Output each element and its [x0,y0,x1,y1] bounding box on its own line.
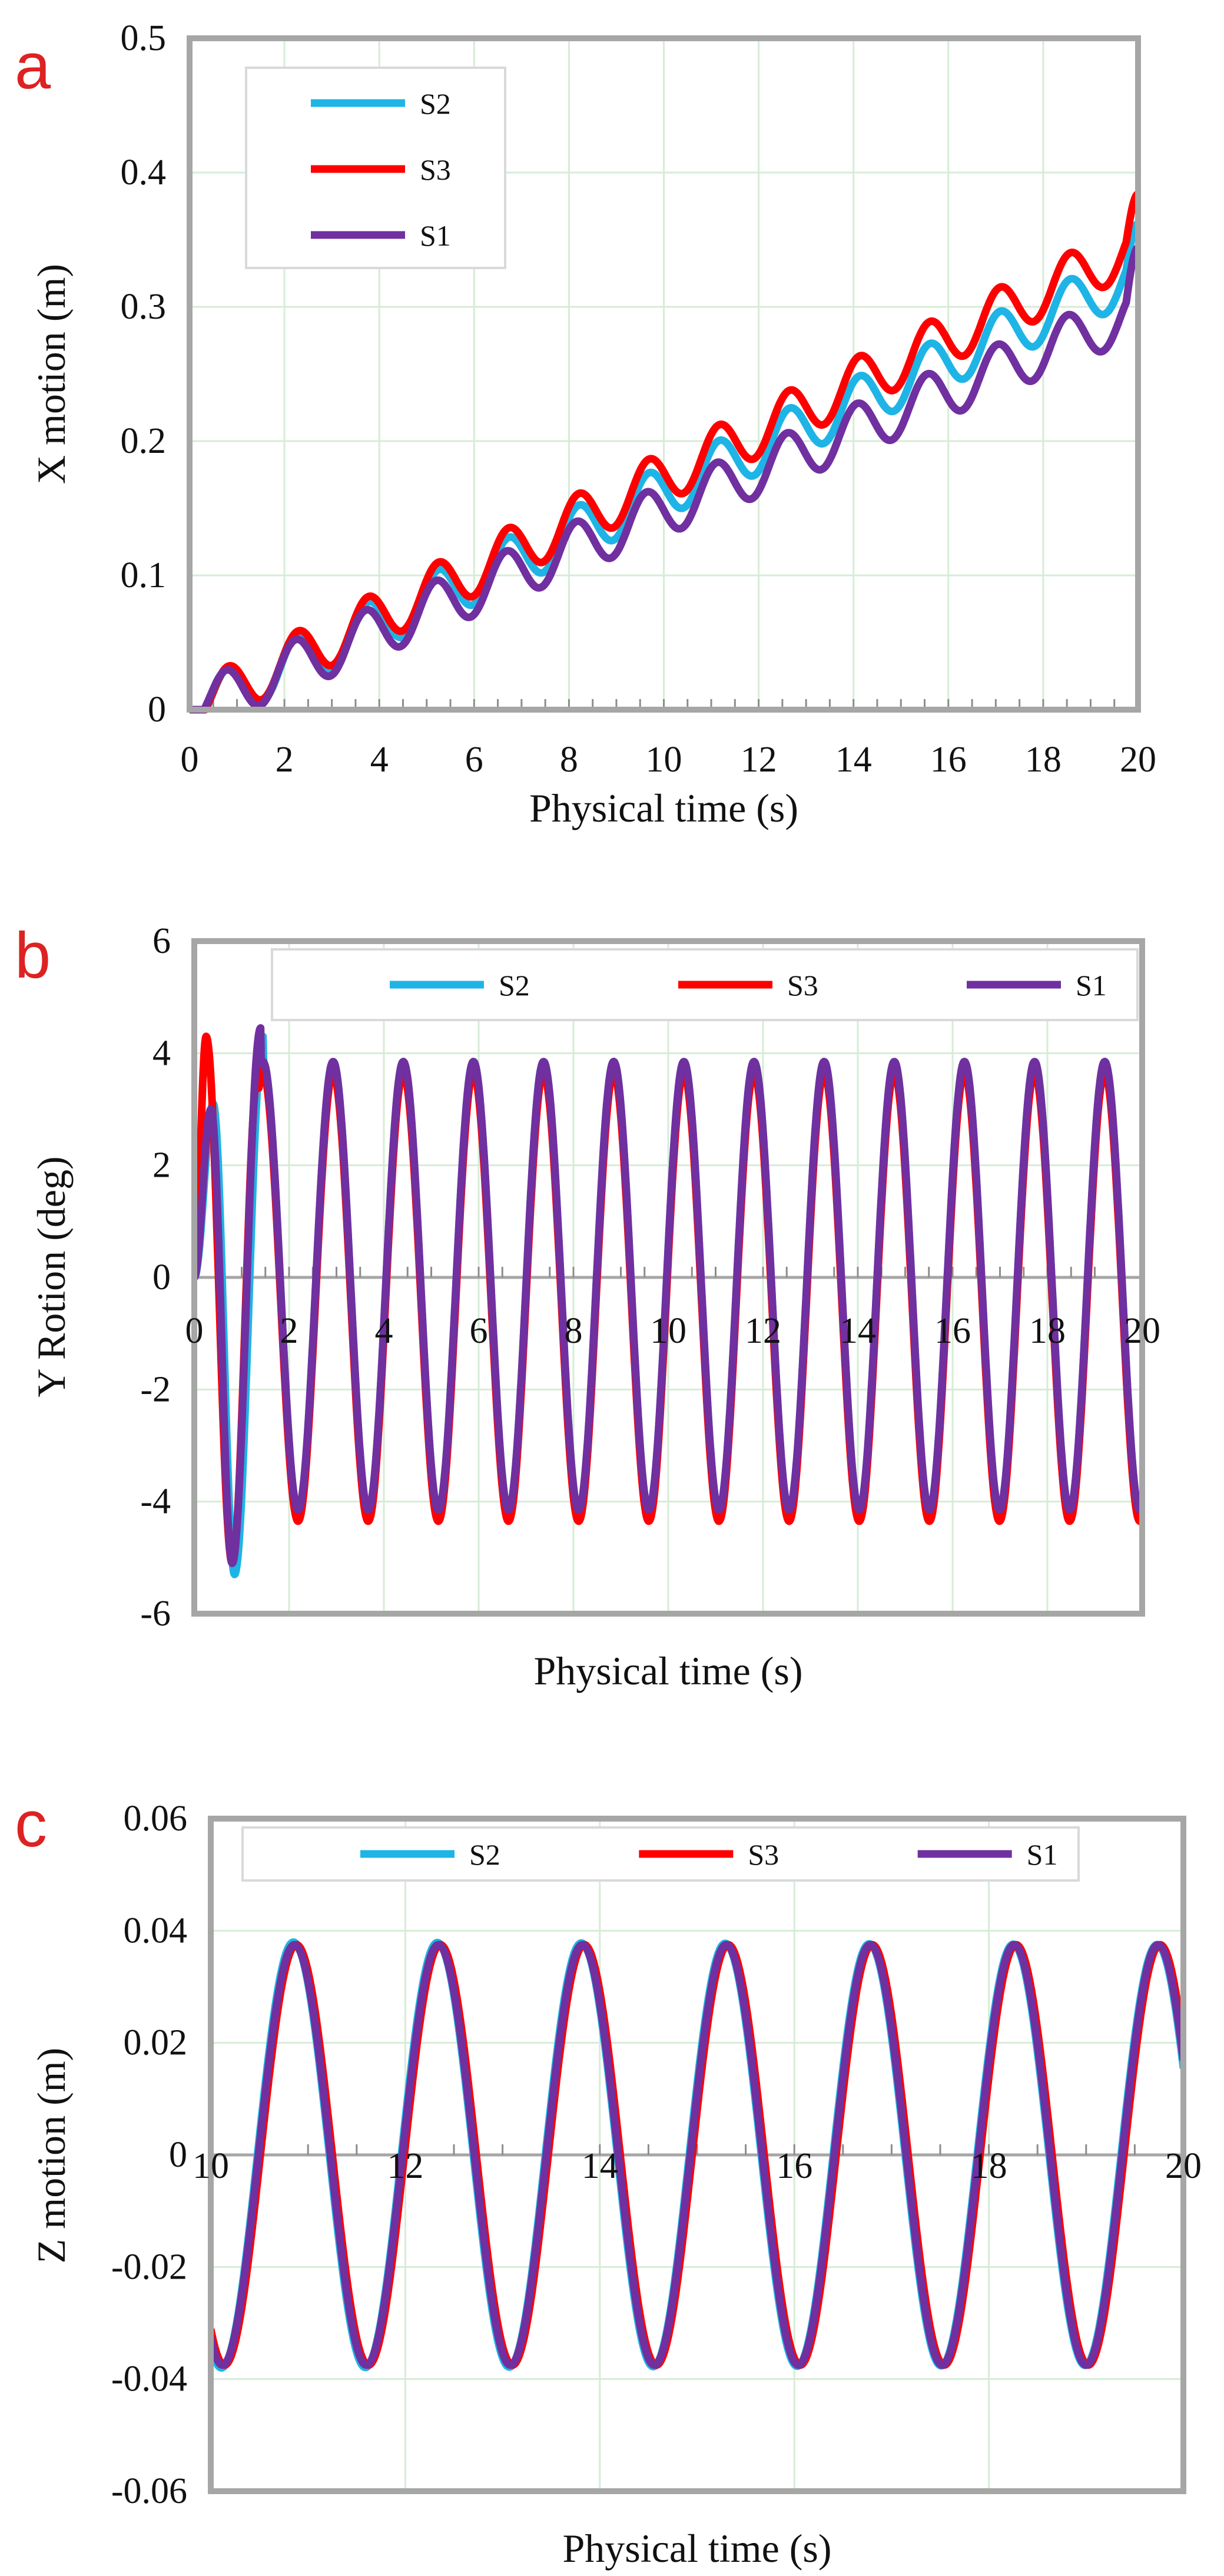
legend: S2 S3 S1 [271,948,1139,1021]
y-axis-title: Y Rotion (deg) [29,1156,74,1397]
panel-label: b [15,919,51,992]
legend-label-S3: S3 [787,969,818,1002]
y-tick-label: 0.02 [124,2023,188,2063]
series-group [190,190,1138,714]
plot-frame [191,938,1145,1617]
x-tick-label: 4 [370,740,389,780]
x-tick-label: 10 [646,740,682,780]
x-tick-label: 16 [934,1311,971,1351]
legend-label-S3: S3 [748,1838,779,1871]
x-tick-label: 14 [835,740,872,780]
legend-label-S1: S1 [1027,1838,1058,1871]
chart-panel-b: b -6 -4 -2 0 2 4 6 0 2 4 6 8 10 12 14 16 18 20 Physical tim… [15,919,1160,1693]
y-tick-label: -6 [140,1594,171,1634]
plot-frame [208,1816,1186,2494]
x-tick-label: 18 [1029,1311,1066,1351]
y-tick-label: 2 [152,1145,171,1186]
y-tick-label: 0 [169,2135,187,2175]
x-axis-title: Physical time (s) [562,2526,831,2571]
x-tick-label: 14 [582,2146,618,2186]
x-tick-label: 0 [185,1311,204,1351]
legend-label-S1: S1 [420,219,451,252]
x-tick-label: 12 [741,740,777,780]
legend: S2 S3 S1 [245,67,506,269]
series-line-S1 [194,1024,1142,1567]
series-line-S1 [211,1941,1183,2369]
y-tick-label: 0.06 [124,1799,188,1839]
x-tick-label: 10 [650,1311,686,1351]
x-tick-label: 4 [375,1311,393,1351]
series-group [211,1938,1183,2372]
x-tick-label: 18 [971,2146,1007,2186]
legend-label-S2: S2 [499,969,530,1002]
y-tick-label: 0 [148,690,166,730]
y-tick-label: -0.06 [111,2471,187,2511]
x-tick-label: 10 [193,2146,229,2186]
x-tick-label: 6 [470,1311,488,1351]
panel-label: c [15,1788,47,1860]
x-tick-label: 14 [840,1311,876,1351]
panel-label: a [15,30,51,102]
series-line-S1 [190,244,1138,714]
legend-label-S1: S1 [1076,969,1107,1002]
x-tick-label: 18 [1025,740,1062,780]
x-tick-label: 8 [565,1311,583,1351]
y-tick-label: 0 [152,1257,171,1297]
x-tick-label: 16 [930,740,967,780]
chart-panel-c: c -0.06 -0.04 -0.02 0 0.02 0.04 0.06 10 12 14 16 18 2… [15,1788,1202,2571]
legend-label-S3: S3 [420,153,451,186]
y-tick-label: -0.04 [111,2359,187,2399]
legend-label-S2: S2 [420,87,451,120]
x-tick-label: 12 [387,2146,423,2186]
y-tick-label: 0.5 [121,18,167,58]
y-tick-label: 0.4 [121,153,167,193]
x-tick-label: 6 [465,740,483,780]
x-tick-label: 2 [276,740,294,780]
y-tick-label: 0.3 [121,287,167,327]
y-tick-label: 0.1 [121,555,167,595]
y-tick-label: -2 [140,1369,171,1409]
y-tick-label: 0.2 [121,421,167,461]
legend: S2 S3 S1 [241,1826,1080,1882]
y-axis-title: X motion (m) [29,264,74,484]
y-tick-label: 6 [152,921,171,961]
x-tick-label: 20 [1124,1311,1160,1351]
y-tick-label: -0.02 [111,2247,187,2287]
x-tick-label: 2 [280,1311,298,1351]
y-tick-label: 4 [152,1033,171,1073]
y-tick-label: -4 [140,1482,171,1522]
x-tick-label: 12 [745,1311,781,1351]
x-tick-label: 20 [1165,2146,1202,2186]
x-tick-label: 16 [776,2146,812,2186]
y-axis-title: Z motion (m) [29,2048,74,2263]
x-tick-label: 0 [181,740,199,780]
x-axis-title: Physical time (s) [529,786,798,830]
x-tick-label: 8 [560,740,578,780]
series-group [194,1024,1142,1578]
chart-panel-a: a 0 0.1 0.2 0.3 0.4 0.5 0 2 4 6 8 10 12 14 16 18 20 Physic… [15,18,1156,830]
plot-frame [187,35,1141,713]
x-tick-label: 20 [1120,740,1156,780]
x-axis-title: Physical time (s) [533,1648,802,1693]
y-tick-label: 0.04 [124,1911,188,1951]
legend-label-S2: S2 [469,1838,500,1871]
